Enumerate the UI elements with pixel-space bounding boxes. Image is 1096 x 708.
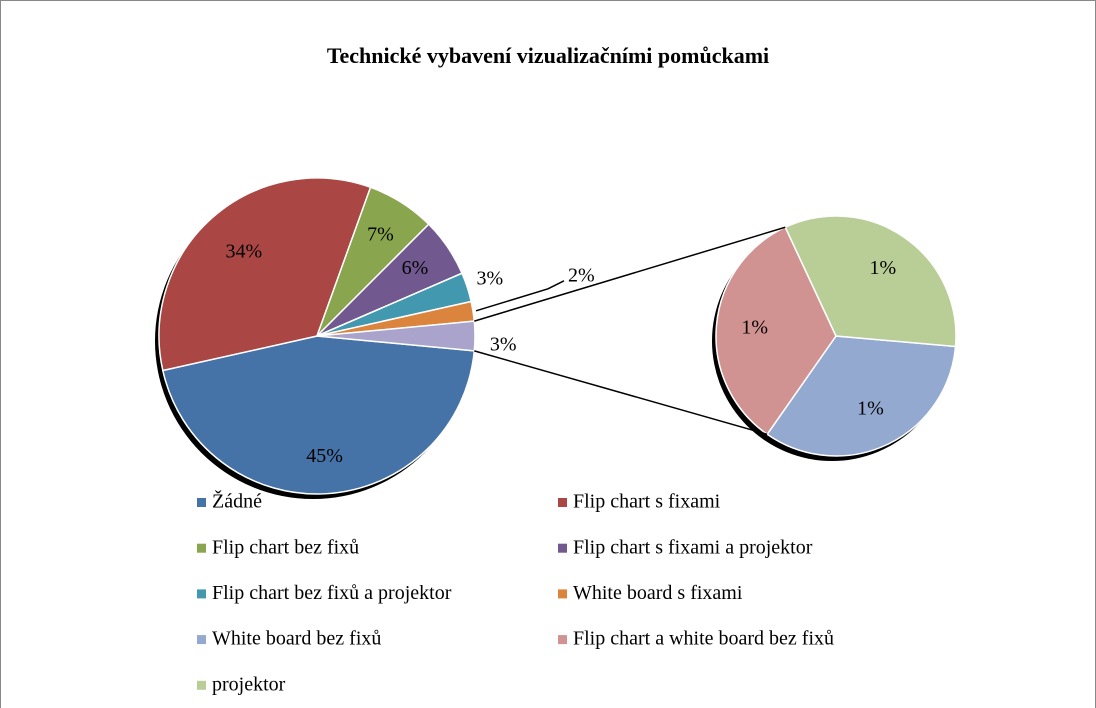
legend-label: White board s fixami — [573, 582, 743, 604]
pie-slice — [766, 335, 957, 457]
data-label: 34% — [226, 241, 263, 263]
legend-swatch — [197, 543, 206, 553]
data-label: 3% — [476, 267, 503, 289]
legend-label: Flip chart a white board bez fixů — [573, 628, 834, 650]
chart-title: Technické vybavení vizualizačními pomůck… — [327, 43, 769, 68]
data-label: 1% — [857, 398, 884, 420]
data-label: 2% — [568, 264, 595, 286]
legend-label: White board bez fixů — [212, 628, 381, 650]
legend-swatch — [558, 589, 567, 599]
pie-slice — [784, 215, 957, 348]
data-label: 6% — [402, 257, 429, 279]
legend-label: Flip chart s fixami — [573, 491, 721, 513]
pie-slice-other — [316, 320, 476, 352]
connector-line — [474, 350, 768, 436]
legend-swatch — [558, 543, 567, 553]
pie-slice — [161, 335, 476, 495]
legend-label: projektor — [212, 673, 286, 695]
legend-label: Flip chart bez fixů a projektor — [212, 582, 452, 604]
connector-line — [474, 226, 786, 322]
pie-slice — [715, 226, 837, 436]
legend-label: Žádné — [212, 490, 262, 513]
leader-line — [475, 280, 565, 312]
legend-swatch — [558, 635, 567, 645]
pie-slice — [158, 177, 372, 372]
legend-swatch — [197, 589, 206, 599]
legend-swatch — [197, 498, 206, 507]
legend-swatch — [558, 498, 567, 507]
data-label: 1% — [741, 316, 768, 338]
legend-swatch — [197, 680, 206, 690]
data-label: 45% — [306, 445, 343, 467]
legend-swatch — [197, 635, 206, 645]
legend-label: Flip chart bez fixů — [212, 536, 359, 558]
data-label: 1% — [869, 257, 896, 279]
legend-label: Flip chart s fixami a projektor — [573, 536, 813, 558]
data-label: 7% — [367, 224, 394, 246]
data-label: 3% — [490, 333, 517, 355]
